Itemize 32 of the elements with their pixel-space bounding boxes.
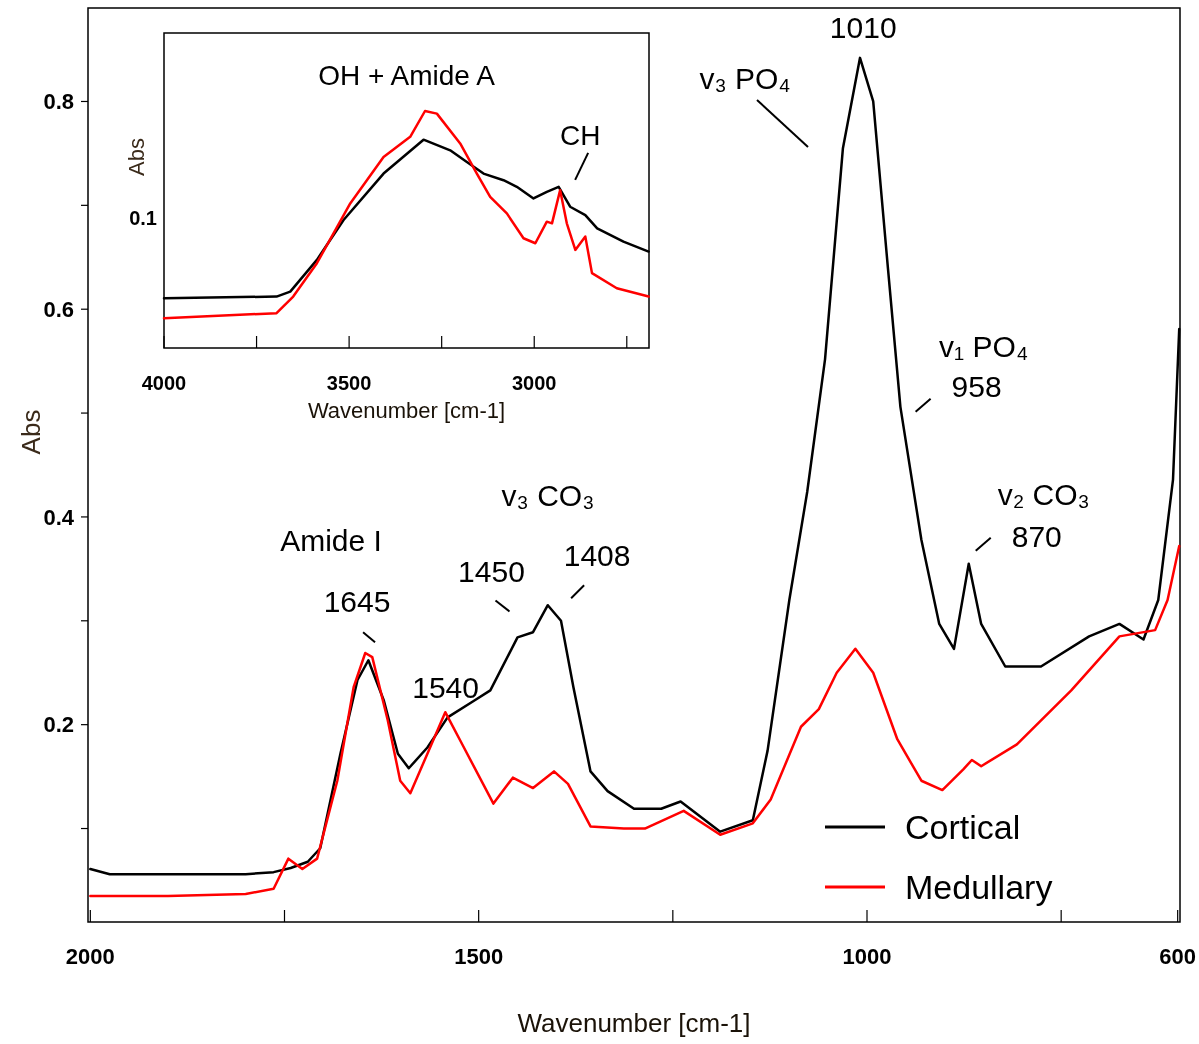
- annotation: v₃ PO₄: [699, 61, 791, 95]
- x-axis-title: Wavenumber [cm-1]: [307, 398, 506, 423]
- annotation: v₂ CO₃: [997, 478, 1090, 512]
- legend-label: Cortical: [905, 807, 1021, 846]
- annotation: 0.1: [129, 207, 157, 229]
- y-tick-label: 0.4: [43, 504, 75, 530]
- y-tick-label: 0.6: [43, 296, 74, 322]
- x-axis-title: Wavenumber [cm-1]: [517, 1008, 751, 1038]
- x-tick-label: 1000: [842, 944, 892, 969]
- y-tick-label: 0.2: [43, 712, 74, 738]
- annotation: CH: [559, 119, 601, 151]
- legend-label: Medullary: [905, 867, 1053, 906]
- x-tick-label: 4000: [141, 372, 187, 394]
- y-axis-title: Abs: [124, 138, 149, 176]
- chart-title: OH + Amide A: [318, 60, 496, 91]
- annotation: 1408: [563, 538, 631, 572]
- x-tick-label: 1500: [454, 944, 504, 969]
- annotation: 1540: [412, 670, 479, 704]
- annotation: 958: [951, 370, 1002, 404]
- annotation: 1010: [829, 11, 897, 45]
- annotation: v₃ CO₃: [501, 478, 595, 512]
- annotation: v₁ PO₄: [939, 330, 1029, 364]
- x-tick-label: 3500: [326, 372, 372, 394]
- x-tick-label: 3000: [511, 372, 557, 394]
- annotation: 870: [1011, 520, 1062, 554]
- annotation: 1645: [323, 584, 391, 618]
- annotation: 1450: [458, 554, 525, 588]
- annotation: Amide I: [280, 523, 382, 557]
- x-tick-label: 600: [1159, 944, 1197, 969]
- y-axis-title: Abs: [16, 409, 46, 455]
- x-tick-label: 2000: [65, 944, 115, 969]
- y-tick-label: 0.8: [43, 89, 74, 115]
